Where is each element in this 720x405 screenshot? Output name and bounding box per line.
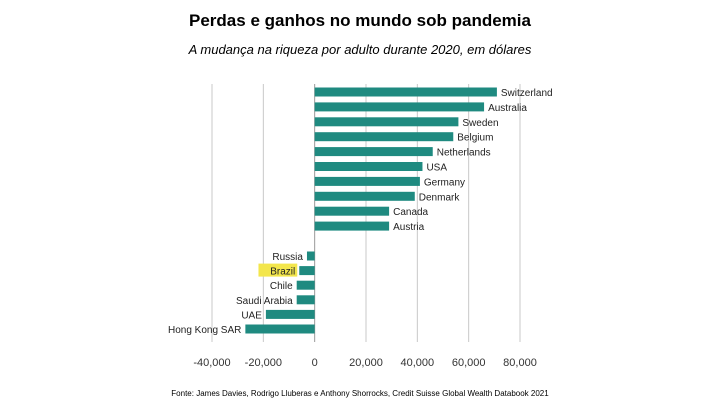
category-label: Russia (272, 252, 303, 263)
x-tick-label: 80,000 (503, 357, 537, 369)
bar (296, 280, 315, 290)
bar (314, 117, 459, 127)
category-label: Sweden (462, 118, 498, 129)
bar (299, 266, 315, 276)
category-labels: Switzerland Australia Sweden Belgium Netherl… (168, 88, 553, 336)
bar (314, 132, 454, 142)
category-label: Brazil (270, 267, 295, 278)
category-label: Netherlands (437, 148, 491, 159)
category-label: Germany (424, 177, 465, 188)
bar (314, 191, 415, 201)
category-label: Austria (393, 222, 425, 233)
bar (245, 324, 315, 334)
chart-title: Perdas e ganhos no mundo sob pandemia (189, 11, 531, 30)
category-label: UAE (241, 310, 262, 321)
bar (314, 87, 497, 97)
category-label: Denmark (419, 192, 461, 203)
bar (314, 206, 390, 216)
label-highlight (258, 263, 298, 277)
category-label: Saudi Arabia (236, 296, 293, 307)
x-tick-label: 0 (312, 357, 318, 369)
x-tick-label: -20,000 (245, 357, 282, 369)
bar (314, 147, 433, 157)
x-tick-label: 40,000 (401, 357, 435, 369)
x-tick-label: -40,000 (193, 357, 230, 369)
chart-subtitle: A mudança na riqueza por adulto durante … (188, 42, 532, 57)
category-label: Australia (488, 103, 527, 114)
bar (306, 251, 315, 261)
bar (296, 295, 315, 305)
bar (314, 176, 420, 186)
bars (245, 87, 497, 334)
category-label: Hong Kong SAR (168, 325, 241, 336)
bar (314, 221, 390, 231)
x-tick-label: 60,000 (452, 357, 486, 369)
category-label: USA (426, 163, 447, 174)
category-label: Canada (393, 207, 428, 218)
category-label: Belgium (457, 133, 493, 144)
category-label: Chile (270, 281, 293, 292)
category-label: Switzerland (501, 88, 553, 99)
bar (314, 102, 485, 112)
bar (314, 162, 423, 171)
bar (265, 309, 315, 319)
source-note: Fonte: James Davies, Rodrigo Lluberas e … (171, 389, 549, 398)
x-tick-label: 20,000 (349, 357, 383, 369)
x-tick-labels: -40,000 -20,000 0 20,000 40,000 60,000 80,000 (193, 357, 536, 369)
